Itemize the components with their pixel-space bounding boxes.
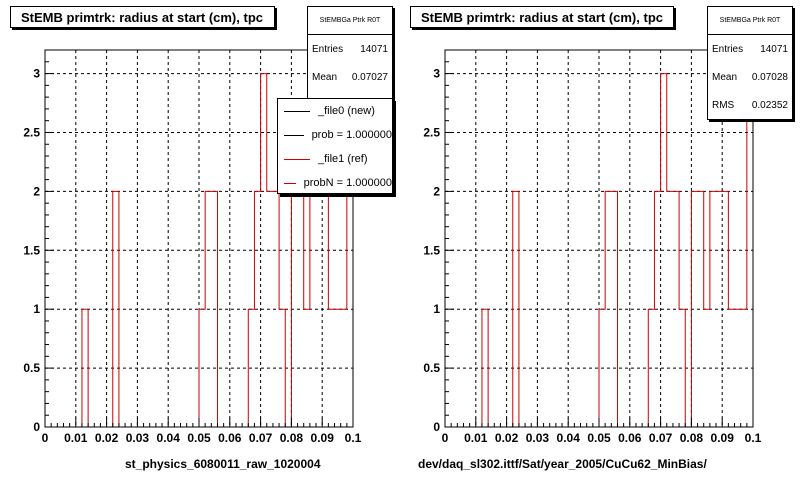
stats-value: 14071 (360, 43, 388, 55)
x-axis-label: st_physics_6080011_raw_1020004 (125, 457, 321, 471)
x-tick-label: 0.1 (745, 431, 762, 445)
x-tick-label: 0.05 (187, 431, 211, 445)
y-tick-label: 2.5 (23, 125, 40, 139)
x-tick-label: 0.06 (618, 431, 642, 445)
x-tick-label: 0.08 (280, 431, 304, 445)
legend-label: prob = 1.000000 (311, 129, 392, 141)
y-tick-label: 1 (433, 302, 440, 316)
stats-title: StEMBGa Ptrk R0T (708, 7, 792, 35)
y-tick-label: 3 (433, 67, 440, 81)
x-tick-label: 0.04 (557, 431, 581, 445)
x-tick-label: 0.06 (218, 431, 242, 445)
legend-label: probN = 1.000000 (303, 177, 392, 189)
x-tick-label: 0.05 (587, 431, 611, 445)
histogram-plot-right: 0 0.01 0.02 0.03 0.04 0.05 0.06 0.07 0.08 0.09 0.1… (423, 49, 762, 445)
stats-label: Mean (312, 71, 338, 83)
x-tick-label: 0.01 (464, 431, 488, 445)
legend-entry: _file1 (ref) (278, 147, 392, 171)
y-tick-label: 0.5 (423, 361, 440, 375)
stats-label: RMS (712, 99, 735, 111)
stats-value: 14071 (760, 43, 788, 55)
chart-title: StEMB primtrk: radius at start (cm), tpc (10, 6, 275, 28)
x-tick-label: 0 (42, 431, 49, 445)
y-tick-label: 0.5 (23, 361, 40, 375)
stats-label: Entries (712, 43, 744, 55)
y-tick-label: 1.5 (423, 243, 440, 257)
stats-title: StEMBGa Ptrk R0T (308, 7, 392, 35)
y-tick-label: 2 (433, 184, 440, 198)
histogram-plot-left: 0 0.01 0.02 0.03 0.04 0.05 0.06 0.07 0.08 0.09 0.1… (23, 49, 362, 445)
chart-title: StEMB primtrk: radius at start (cm), tpc (410, 6, 674, 28)
stats-row-mean: Mean 0.07028 (708, 63, 792, 91)
stats-value: 0.07028 (751, 71, 788, 83)
stats-label: Entries (312, 43, 344, 55)
legend-line-swatch (284, 134, 304, 136)
x-tick-label: 0.03 (126, 431, 150, 445)
y-tick-label: 3 (33, 67, 40, 81)
stats-row-mean: Mean 0.07027 (308, 63, 392, 91)
x-tick-label: 0.09 (311, 431, 335, 445)
y-tick-label: 2 (33, 184, 40, 198)
x-tick-label: 0.01 (64, 431, 88, 445)
stats-value: 0.07027 (351, 71, 388, 83)
x-tick-label: 0.03 (526, 431, 550, 445)
stats-row-entries: Entries 14071 (308, 35, 392, 63)
legend-line-swatch (284, 182, 296, 184)
histogram-panel-right: 0 0.01 0.02 0.03 0.04 0.05 0.06 0.07 0.08 0.09 0.1… (400, 0, 800, 480)
x-tick-label: 0.02 (95, 431, 119, 445)
legend-entry: _file0 (new) (278, 99, 392, 123)
x-axis-label: dev/daq_sl302.ittf/Sat/year_2005/CuCu62_… (418, 457, 707, 471)
legend-line-swatch (284, 158, 310, 160)
legend-label: _file1 (ref) (318, 153, 368, 165)
stats-label: Mean (712, 71, 738, 83)
x-tick-label: 0.07 (649, 431, 673, 445)
legend-entry: probN = 1.000000 (278, 171, 392, 193)
histogram-panel-left: 0 0.01 0.02 0.03 0.04 0.05 0.06 0.07 0.08 0.09 0.1… (10, 6, 393, 471)
x-tick-label: 0.09 (711, 431, 735, 445)
x-tick-label: 0.1 (345, 431, 362, 445)
x-tick-label: 0.04 (157, 431, 181, 445)
legend-line-swatch (284, 110, 310, 112)
y-tick-label: 1 (33, 302, 40, 316)
stats-row-rms: RMS 0.02352 (708, 91, 792, 119)
stats-value: 0.02352 (751, 99, 788, 111)
y-tick-label: 0 (433, 420, 440, 434)
stats-box: StEMBGa Ptrk R0T Entries 14071 Mean 0.07… (707, 6, 793, 120)
x-tick-label: 0 (442, 431, 449, 445)
legend-label: _file0 (new) (318, 105, 375, 117)
x-tick-label: 0.08 (680, 431, 704, 445)
x-tick-label: 0.07 (249, 431, 273, 445)
y-tick-label: 2.5 (423, 125, 440, 139)
stats-row-entries: Entries 14071 (708, 35, 792, 63)
y-tick-label: 1.5 (23, 243, 40, 257)
legend: _file0 (new) prob = 1.000000 _file1 (ref… (277, 98, 393, 194)
y-tick-label: 0 (33, 420, 40, 434)
x-tick-label: 0.02 (495, 431, 519, 445)
legend-entry: prob = 1.000000 (278, 123, 392, 147)
